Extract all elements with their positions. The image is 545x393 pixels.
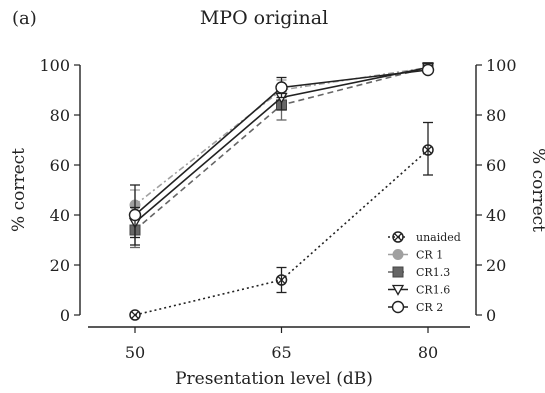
legend-label: CR1.3 xyxy=(416,266,450,279)
y-tick-label-right: 40 xyxy=(486,206,506,225)
chart-title: MPO original xyxy=(200,7,328,29)
y-tick-label-left: 80 xyxy=(50,106,70,125)
legend-marker xyxy=(391,284,405,296)
marker-dot xyxy=(392,249,404,260)
marker-cross-b xyxy=(393,232,403,242)
legend-label: unaided xyxy=(416,231,461,244)
y-axis-label-left: % correct xyxy=(9,148,29,232)
data-point xyxy=(129,309,141,321)
marker-cross-b xyxy=(130,310,140,320)
legend-marker xyxy=(392,266,404,278)
y-axis-label-right: % correct xyxy=(528,148,545,232)
y-tick-label-right: 60 xyxy=(486,156,506,175)
x-axis-label: Presentation level (dB) xyxy=(175,369,373,389)
marker-cross-b xyxy=(277,275,286,285)
legend-entry: unaided xyxy=(388,231,461,244)
marker-circle xyxy=(422,144,434,156)
legend-marker xyxy=(392,249,404,260)
y-tick-label-right: 20 xyxy=(486,256,506,275)
legend-label: CR 2 xyxy=(416,301,443,314)
legend-entry: CR1.6 xyxy=(388,284,450,297)
x-tick-label: 65 xyxy=(271,343,291,362)
data-point xyxy=(275,81,288,94)
marker-circle xyxy=(392,231,404,243)
axes: 0 0 20 20 40 40 60 60 80 80 100 100 50 65 80 xyxy=(39,56,516,362)
legend-entry: CR 2 xyxy=(388,300,443,314)
legend-marker xyxy=(392,231,404,243)
data-point xyxy=(422,144,434,156)
legend-label: CR 1 xyxy=(416,249,443,262)
y-tick-label-right: 0 xyxy=(486,306,496,325)
marker-square xyxy=(392,266,404,278)
marker-triangle xyxy=(391,284,405,296)
x-tick-label: 50 xyxy=(125,343,145,362)
marker-cross-b xyxy=(423,145,433,155)
x-tick-label: 80 xyxy=(418,343,438,362)
marker-open-circle xyxy=(275,81,288,94)
marker-open-circle xyxy=(391,300,405,314)
series-layer xyxy=(128,62,435,321)
legend-entry: CR 1 xyxy=(388,249,443,262)
y-tick-label-left: 60 xyxy=(50,156,70,175)
y-tick-label-left: 40 xyxy=(50,206,70,225)
y-tick-label-right: 80 xyxy=(486,106,506,125)
marker-circle xyxy=(275,274,288,286)
data-point xyxy=(128,208,142,222)
panel-label: (a) xyxy=(12,8,37,29)
y-tick-label-left: 0 xyxy=(60,306,70,325)
marker-open-circle xyxy=(128,208,142,222)
legend-entry: CR1.3 xyxy=(388,266,450,279)
data-point xyxy=(421,63,435,77)
y-tick-label-right: 100 xyxy=(486,56,517,75)
y-tick-label-left: 20 xyxy=(50,256,70,275)
legend-label: CR1.6 xyxy=(416,284,450,297)
legend: unaided CR 1 CR1.3 CR1.6 CR 2 xyxy=(388,231,461,314)
series-unaided xyxy=(129,121,434,321)
marker-open-circle xyxy=(421,63,435,77)
y-tick-label-left: 100 xyxy=(39,56,70,75)
series-cr-2 xyxy=(128,63,435,246)
legend-marker xyxy=(391,300,405,314)
marker-circle xyxy=(129,309,141,321)
data-point xyxy=(275,274,288,286)
